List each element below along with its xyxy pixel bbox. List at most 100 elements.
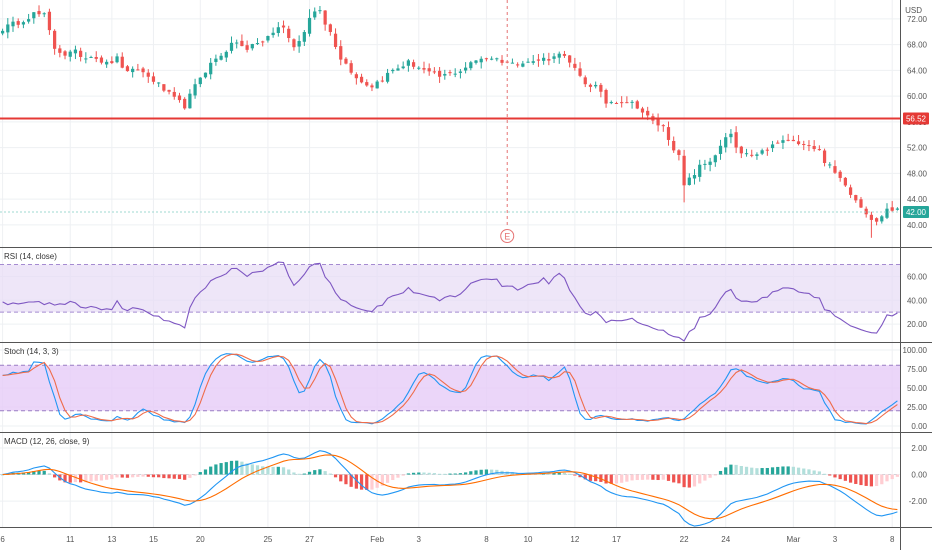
- candle-body: [874, 218, 879, 222]
- macd-histogram-bar: [172, 474, 176, 479]
- candle-body: [630, 101, 634, 103]
- candle-body: [828, 164, 832, 166]
- signal-line: [2, 454, 898, 520]
- x-axis-tick-label: 17: [612, 535, 621, 544]
- candle-body: [177, 95, 182, 101]
- candle-body: [307, 17, 312, 34]
- support-price-tag: [903, 112, 929, 125]
- 0-tick-label: 60.00: [907, 92, 928, 101]
- 1-tick-label: 40.00: [907, 296, 928, 305]
- macd-histogram-bar: [53, 474, 57, 478]
- candle-body: [817, 149, 821, 151]
- macd-histogram-bar: [578, 474, 582, 478]
- candle-body: [203, 72, 208, 78]
- candle-body: [110, 61, 114, 64]
- macd-histogram-bar: [396, 474, 400, 478]
- macd-histogram-bar: [349, 474, 353, 487]
- candle-body: [79, 50, 83, 57]
- macd-histogram-bar: [458, 473, 463, 475]
- macd-histogram-bar: [131, 474, 135, 478]
- candle-body: [141, 68, 145, 73]
- candle-body: [718, 145, 723, 154]
- macd-histogram-bar: [391, 474, 395, 481]
- macd-histogram-bar: [479, 469, 483, 475]
- candle-body: [531, 61, 535, 63]
- macd-histogram-bar: [651, 474, 655, 480]
- candle-body: [313, 11, 317, 18]
- 1-tick-label: 20.00: [907, 320, 928, 329]
- macd-histogram-bar: [895, 474, 900, 477]
- candle-body: [739, 146, 743, 154]
- candle-body: [255, 43, 260, 45]
- macd-histogram-bar: [427, 472, 431, 475]
- macd-histogram-bar: [37, 470, 41, 475]
- macd-histogram-bar: [370, 474, 374, 490]
- macd-histogram-bar: [838, 474, 842, 480]
- x-axis-tick-label: 3: [417, 535, 422, 544]
- candle-body: [344, 58, 348, 64]
- macd-histogram-bar: [276, 466, 280, 475]
- candle-body: [890, 207, 894, 211]
- candle-body: [391, 69, 395, 72]
- macd-histogram-bar: [718, 470, 723, 475]
- 0-tick-label: 48.00: [907, 169, 928, 178]
- macd-histogram-bar: [203, 469, 208, 475]
- macd-histogram-bar: [661, 474, 665, 480]
- 2-tick-label: 50.00: [907, 384, 928, 393]
- macd-histogram-bar: [157, 474, 161, 478]
- candle-body: [744, 153, 749, 155]
- macd-histogram-bar: [781, 466, 785, 475]
- macd-histogram-bar: [125, 474, 130, 478]
- x-axis-tick-label: 3: [833, 535, 838, 544]
- macd-histogram-bar: [198, 472, 202, 475]
- candle-body: [620, 102, 624, 104]
- candle-body: [682, 155, 686, 186]
- candle-body: [0, 30, 5, 34]
- candle-body: [666, 127, 671, 140]
- x-axis-tick-label: 13: [107, 535, 116, 544]
- macd-histogram-bar: [411, 472, 416, 475]
- currency-label: USD: [905, 6, 922, 15]
- candle-body: [469, 62, 473, 69]
- rsi-line: [2, 261, 898, 342]
- candle-body: [698, 164, 702, 177]
- macd-histogram-bar: [141, 474, 145, 477]
- stoch-k-line: [2, 353, 898, 425]
- candle-body: [583, 77, 587, 85]
- macd-histogram-bar: [625, 474, 629, 482]
- candle-body: [490, 58, 494, 60]
- earnings-marker[interactable]: [500, 229, 515, 243]
- macd-histogram-bar: [437, 473, 442, 475]
- candle-body: [99, 57, 104, 63]
- 3-tick-label: -2.00: [909, 497, 928, 506]
- candle-body: [167, 89, 171, 92]
- candle-body: [261, 41, 265, 43]
- candle-body: [323, 10, 327, 25]
- macd-histogram-bar: [73, 474, 78, 483]
- macd-histogram-bar: [869, 474, 873, 487]
- macd-histogram-bar: [323, 471, 327, 475]
- candle-body: [838, 171, 842, 178]
- macd-histogram-bar: [297, 473, 301, 475]
- support-price-tag-label: 56.52: [906, 115, 927, 124]
- candle-body: [843, 177, 847, 186]
- macd-histogram-bar: [729, 464, 733, 475]
- macd-histogram-bar: [859, 474, 863, 486]
- candle-body: [588, 84, 593, 87]
- macd-histogram-bar: [552, 473, 556, 475]
- macd-histogram-bar: [146, 474, 150, 477]
- macd-histogram-bar: [42, 470, 46, 475]
- candle-body: [333, 33, 338, 47]
- macd-histogram-bar: [573, 474, 577, 476]
- candle-body: [136, 69, 140, 71]
- macd-histogram-bar: [214, 464, 218, 475]
- candle-body: [84, 58, 88, 60]
- 0-tick-label: 64.00: [907, 66, 928, 75]
- macd-histogram-bar: [313, 470, 317, 475]
- macd-histogram-bar: [328, 473, 332, 475]
- candle-body: [614, 102, 619, 104]
- candle-body: [58, 48, 62, 53]
- macd-histogram-bar: [672, 474, 676, 483]
- candle-body: [729, 133, 733, 138]
